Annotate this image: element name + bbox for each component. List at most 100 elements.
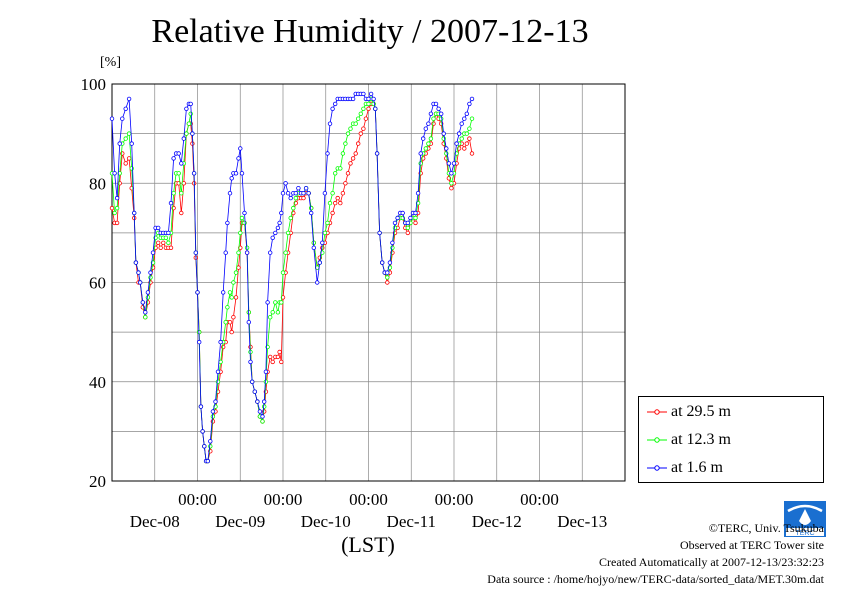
- data-point: [327, 121, 333, 126]
- data-point: [202, 444, 207, 449]
- data-point: [275, 310, 281, 315]
- x-day-label: Dec-12: [472, 512, 522, 531]
- data-point: [218, 339, 223, 345]
- data-point: [464, 131, 469, 136]
- x-day-label: Dec-09: [215, 512, 265, 531]
- data-point: [188, 111, 193, 116]
- terc-logo-icon: TERC: [784, 501, 826, 537]
- data-point: [467, 126, 472, 131]
- data-point: [239, 215, 245, 221]
- data-point: [345, 131, 351, 136]
- data-point: [117, 181, 122, 186]
- data-point: [277, 349, 282, 355]
- data-point: [215, 369, 221, 374]
- data-point: [333, 171, 338, 176]
- data-point: [301, 190, 306, 196]
- data-point: [408, 215, 413, 221]
- data-point: [413, 215, 418, 221]
- data-point: [343, 141, 348, 146]
- data-point: [129, 141, 134, 146]
- data-point: [148, 270, 153, 275]
- chart-title: Relative Humidity / 2007-12-13: [151, 13, 589, 50]
- data-point: [176, 151, 181, 156]
- data-point: [428, 111, 434, 116]
- data-point: [405, 220, 410, 226]
- x-day-label: Dec-08: [130, 512, 180, 531]
- data-point: [239, 171, 245, 176]
- data-point: [421, 136, 426, 141]
- data-point: [166, 240, 171, 245]
- data-point: [361, 91, 366, 97]
- data-point: [340, 190, 346, 196]
- data-point: [301, 195, 306, 201]
- data-point: [260, 414, 265, 419]
- data-point: [171, 190, 176, 196]
- data-point: [163, 235, 169, 240]
- data-point: [126, 131, 132, 136]
- legend-label: at 1.6 m: [671, 459, 723, 476]
- data-point: [426, 141, 431, 146]
- data-point: [179, 190, 184, 196]
- data-point: [140, 300, 145, 305]
- data-point: [325, 151, 330, 156]
- data-point: [227, 190, 233, 196]
- data-point: [184, 106, 189, 111]
- x-day-label: Dec-13: [557, 512, 607, 531]
- data-point: [262, 404, 267, 409]
- data-point: [338, 166, 343, 171]
- data-point: [469, 151, 475, 156]
- data-point: [330, 106, 335, 111]
- data-point: [385, 270, 390, 275]
- data-point: [330, 210, 335, 216]
- data-point: [229, 176, 234, 181]
- grid-lines: [112, 84, 625, 481]
- data-point: [268, 354, 273, 360]
- created-text: Created Automatically at 2007-12-13/23:3…: [599, 555, 824, 569]
- data-point: [279, 210, 284, 216]
- data-point: [181, 136, 186, 141]
- data-point: [449, 181, 454, 186]
- data-point: [306, 190, 311, 196]
- data-point: [330, 190, 335, 196]
- data-point: [137, 280, 143, 285]
- data-point: [459, 121, 464, 126]
- data-point: [270, 235, 275, 240]
- y-tick-label: 100: [81, 75, 107, 94]
- data-point: [114, 205, 120, 211]
- copyright-text: ©TERC, Univ. Tsukuba: [708, 521, 824, 535]
- data-point: [231, 315, 236, 320]
- data-point: [223, 320, 228, 325]
- data-point: [150, 250, 156, 255]
- data-point: [361, 126, 366, 131]
- legend-marker-blue-icon: [647, 465, 667, 471]
- data-point: [171, 156, 176, 161]
- data-point: [400, 210, 405, 216]
- data-point: [268, 315, 273, 320]
- data-point: [275, 225, 281, 231]
- data-point: [233, 295, 239, 300]
- data-point: [343, 181, 348, 186]
- data-point: [176, 171, 181, 176]
- data-point: [263, 369, 269, 374]
- data-point: [350, 96, 356, 102]
- y-axis-unit-label: [%]: [100, 55, 121, 70]
- data-point: [368, 91, 374, 97]
- data-point: [385, 280, 390, 285]
- x-tick-label: 00:00: [520, 490, 559, 509]
- data-point: [345, 171, 351, 176]
- data-point: [366, 96, 371, 102]
- data-point: [327, 200, 333, 206]
- data-point: [413, 220, 418, 226]
- data-point: [133, 260, 139, 265]
- data-point: [356, 141, 361, 146]
- data-point: [186, 121, 192, 126]
- data-point: [225, 305, 230, 310]
- data-point: [227, 290, 233, 295]
- data-point: [338, 200, 343, 206]
- data-point: [109, 205, 115, 211]
- data-point: [405, 225, 410, 231]
- series-line: [111, 98, 473, 462]
- y-tick-label: 80: [89, 174, 106, 193]
- data-point: [390, 245, 395, 250]
